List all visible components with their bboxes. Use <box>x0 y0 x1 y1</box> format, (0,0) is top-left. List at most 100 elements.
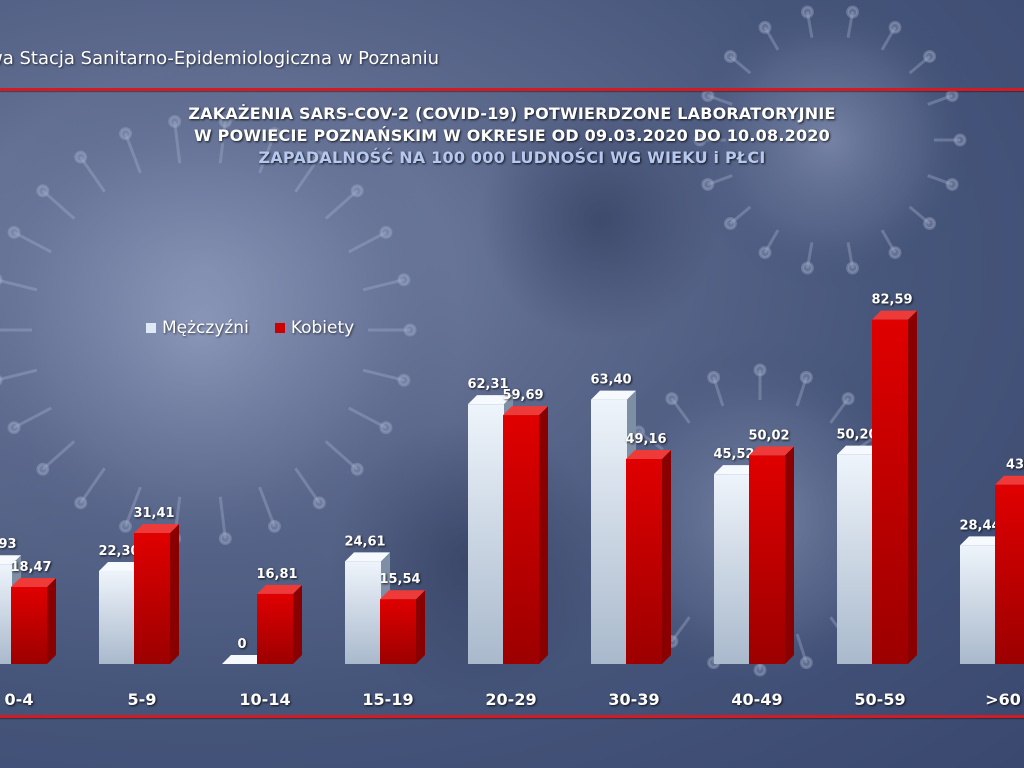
virus-spike-tip <box>799 370 813 384</box>
virus-spike <box>0 368 38 381</box>
bar-side <box>908 310 917 664</box>
data-label: 43 <box>1006 458 1024 473</box>
virus-spike <box>927 174 953 186</box>
virus-spike-tip <box>701 177 715 191</box>
virus-spike <box>880 229 897 254</box>
virus-spike <box>670 616 691 643</box>
virus-spike <box>294 467 321 504</box>
category-label: 40-49 <box>731 690 782 709</box>
bar-side <box>416 590 425 664</box>
virus-spike <box>258 133 276 174</box>
bar-front <box>837 454 873 664</box>
bar-top <box>960 536 1005 546</box>
data-label: 15,54 <box>379 572 420 587</box>
bar-female-15-19 <box>380 590 425 664</box>
title-line-3: ZAPADALNOŚĆ NA 100 000 LUDNOŚCI WG WIEKU… <box>258 148 766 167</box>
bar-front <box>960 545 996 664</box>
organization-header: wa Stacja Sanitarno-Epidemiologiczna w P… <box>0 48 1024 69</box>
virus-spike-tip <box>267 127 281 141</box>
virus-spike-tip <box>350 184 364 198</box>
virus-spike-tip <box>723 49 737 63</box>
virus-spike <box>324 440 359 471</box>
data-label: 28,44 <box>959 518 1000 533</box>
bar-side <box>293 584 302 664</box>
virus-spike <box>712 376 725 407</box>
bar-top <box>995 475 1024 485</box>
bar-top <box>380 590 425 600</box>
data-label: 23,93 <box>0 537 17 552</box>
virus-spike-tip <box>888 246 902 260</box>
virus-spike-tip <box>0 274 3 285</box>
bar-top <box>837 445 882 455</box>
bar-female-10-14 <box>257 584 302 664</box>
bar-front <box>468 404 504 664</box>
virus-spike-tip <box>799 656 813 670</box>
title-line-1: ZAKAŻENIA SARS-COV-2 (COVID-19) POTWIERD… <box>188 104 836 123</box>
virus-spike-tip <box>168 115 182 129</box>
virus-spike-tip <box>707 370 721 384</box>
category-label: 15-19 <box>362 690 413 709</box>
virus-spike-tip <box>693 133 707 147</box>
data-label: 50,02 <box>748 428 789 443</box>
bar-top <box>872 310 917 320</box>
legend-swatch-male <box>146 323 156 333</box>
bar-top <box>11 577 56 587</box>
bar-front <box>749 455 785 664</box>
virus-spike <box>707 174 733 186</box>
data-label: 50,20 <box>836 428 877 443</box>
virus-spike <box>124 486 142 527</box>
virus-spike <box>41 189 76 220</box>
bar-male-10-14 <box>222 655 267 665</box>
bar-front <box>714 474 750 664</box>
virus-spike-tip <box>846 5 860 19</box>
bar-female->60 <box>995 475 1024 664</box>
virus-spike <box>13 406 52 429</box>
category-label: 50-59 <box>854 690 905 709</box>
bar-top <box>468 395 513 405</box>
virus-spike <box>41 440 76 471</box>
legend-label-female: Kobiety <box>290 318 355 338</box>
virus-spike <box>362 278 405 292</box>
category-label: >60 <box>985 690 1021 709</box>
virus-spike-tip <box>218 531 232 545</box>
virus-spike-tip <box>119 127 133 141</box>
bar-female-30-39 <box>626 450 671 664</box>
virus-spike <box>13 231 52 254</box>
virus-spike <box>348 231 387 254</box>
bar-front <box>0 564 12 664</box>
legend-swatch-female <box>274 323 285 333</box>
virus-spike <box>880 26 897 51</box>
data-label: 63,40 <box>590 373 631 388</box>
virus-spike-tip <box>312 496 326 510</box>
virus-spike <box>218 121 227 164</box>
virus-spike <box>927 94 953 106</box>
bar-top <box>257 584 302 594</box>
virus-spike-tip <box>379 225 393 239</box>
virus-spike-tip <box>36 184 50 198</box>
category-label: 5-9 <box>128 690 157 709</box>
legend-label-male: Mężczyźni <box>162 318 249 338</box>
virus-spike-tip <box>36 462 50 476</box>
virus-spike-tip <box>350 462 364 476</box>
bar-female-0-4 <box>11 577 56 664</box>
virus-spike-tip <box>397 273 411 287</box>
bar-front <box>591 399 627 664</box>
title-line-2: W POWIECIE POZNAŃSKIM W OKRESIE OD 09.03… <box>194 126 830 145</box>
chart-titles: ZAKAŻENIA SARS-COV-2 (COVID-19) POTWIERD… <box>0 103 1024 169</box>
bar-side <box>785 446 794 664</box>
bar-top <box>99 562 144 572</box>
virus-spike-tip <box>74 150 88 164</box>
virus-spike-tip <box>0 375 3 386</box>
bar-front <box>257 593 293 664</box>
bar-top <box>345 552 390 562</box>
virus-spike <box>294 156 321 193</box>
bar-female-5-9 <box>134 524 179 664</box>
virus-spike-tip <box>218 115 232 129</box>
organization-name: wa Stacja Sanitarno-Epidemiologiczna w P… <box>0 48 440 69</box>
virus-spike <box>908 55 931 75</box>
virus-spike-tip <box>758 246 772 260</box>
virus-spike-tip <box>800 261 814 275</box>
bar-front <box>345 561 381 664</box>
virus-spike <box>258 486 276 527</box>
